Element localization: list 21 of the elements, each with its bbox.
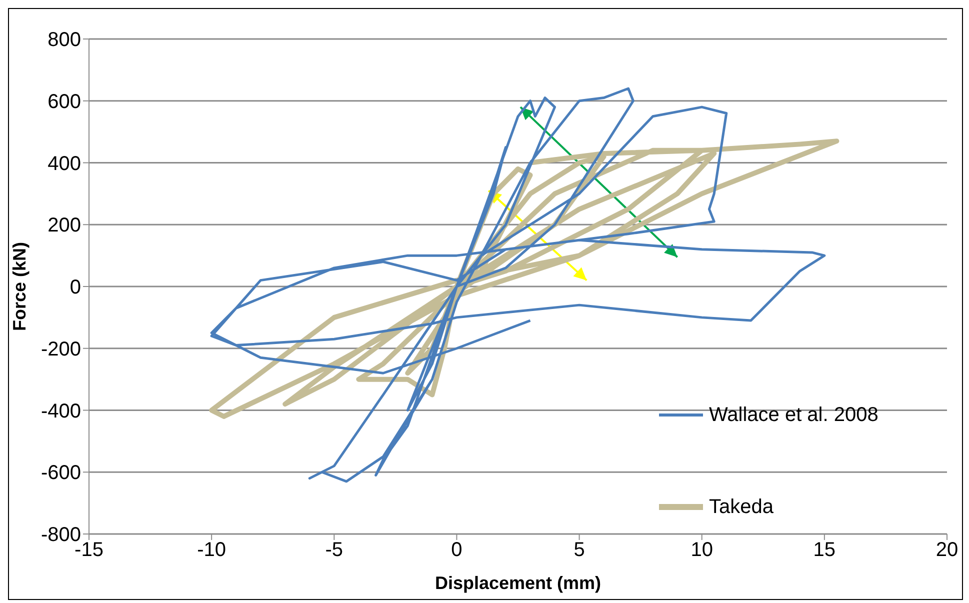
y-tick-label: -600 — [40, 462, 81, 484]
y-tick-label: 600 — [48, 90, 81, 113]
y-tick-label: 400 — [48, 152, 81, 175]
x-tick-label: -10 — [197, 539, 226, 562]
x-tick-label: 20 — [936, 539, 958, 562]
y-tick-label: -200 — [40, 338, 81, 360]
y-tick-label: -400 — [40, 400, 81, 422]
x-tick-label: 15 — [813, 539, 836, 562]
x-tick-label: 10 — [690, 539, 713, 562]
y-tick-label: -800 — [40, 524, 81, 546]
legend-label: Takeda — [709, 496, 774, 518]
y-tick-label: 800 — [48, 29, 81, 52]
x-tick-label: 5 — [574, 539, 585, 562]
x-axis-title: Displacement (mm) — [434, 573, 602, 593]
x-tick-label: -5 — [325, 539, 344, 562]
y-tick-label: 200 — [48, 214, 81, 237]
line-series — [210, 87, 826, 483]
y-tick-label: 0 — [70, 276, 81, 299]
y-axis-title: Force (kN) — [9, 242, 30, 332]
x-tick-label: 0 — [451, 539, 462, 562]
legend-label: Wallace et al. 2008 — [709, 404, 878, 426]
